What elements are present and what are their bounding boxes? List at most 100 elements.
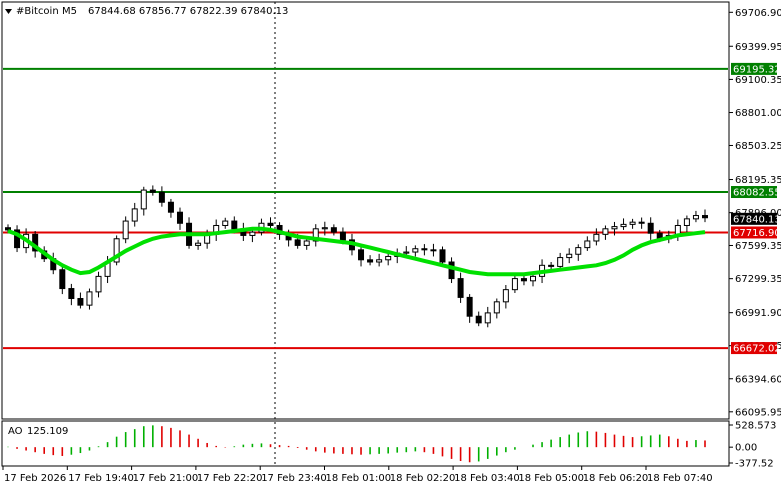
candle-body — [321, 227, 328, 230]
candle-body — [702, 215, 708, 219]
candle-body — [620, 223, 627, 228]
candle-body — [448, 261, 455, 280]
ohlc-readout: 67844.68 67856.77 67822.39 67840.13 — [88, 6, 288, 17]
candle-body — [557, 257, 564, 267]
candle-body — [502, 289, 509, 303]
y-tick-label: 66394.60 — [735, 374, 781, 385]
level-tag-label: 67716.90 — [733, 228, 781, 239]
candle-body — [647, 222, 654, 234]
x-tick-label: 17 Feb 19:40 — [68, 473, 134, 484]
level-tag-label: 66672.02 — [733, 344, 781, 355]
candle-body — [113, 238, 120, 263]
candle-body — [59, 269, 66, 290]
level-tag — [731, 342, 777, 355]
symbol-label: #Bitcoin — [16, 6, 59, 17]
current-price-label: 67840.13 — [733, 214, 781, 225]
moving-average-line — [7, 226, 706, 277]
candle-body — [140, 189, 147, 210]
candle-body — [548, 264, 555, 267]
y-tick-label: 68801.00 — [735, 108, 781, 119]
candle-body — [312, 228, 319, 242]
candle-body — [692, 215, 699, 220]
candle-body — [593, 233, 600, 242]
candle-body — [222, 220, 229, 226]
level-tag — [731, 186, 777, 199]
y-tick-label: 67599.35 — [735, 241, 781, 252]
x-tick-label: 18 Feb 07:40 — [647, 473, 713, 484]
candle-body — [167, 201, 174, 213]
candle-body — [439, 249, 446, 263]
level-tag — [731, 62, 777, 75]
x-tick-label: 18 Feb 01:00 — [326, 473, 392, 484]
candle-body — [475, 315, 482, 324]
ao-y-tick-label: -377.52 — [735, 459, 774, 470]
indicator-plot-frame — [1, 420, 730, 467]
candle-body — [584, 240, 591, 249]
y-tick-label: 66991.90 — [735, 308, 781, 319]
candle-body — [385, 255, 392, 261]
x-tick-label: 18 Feb 02:20 — [390, 473, 456, 484]
x-tick-label: 18 Feb 06:20 — [583, 473, 649, 484]
ao-indicator-value: 125.109 — [27, 426, 68, 437]
level-tag-label: 68082.55 — [733, 188, 781, 199]
candle-body — [195, 242, 202, 246]
candle-body — [149, 189, 156, 193]
candle-body — [466, 296, 473, 317]
candle-body — [176, 211, 183, 224]
timeframe-label: M5 — [62, 6, 77, 17]
candle-body — [457, 278, 464, 298]
candle-body — [566, 253, 573, 259]
ao-indicator-label: AO — [8, 426, 23, 437]
candle-body — [131, 208, 138, 222]
y-tick-label: 68195.35 — [735, 175, 781, 186]
candle-body — [412, 248, 419, 253]
current-price-tag — [731, 212, 777, 225]
x-tick-label: 18 Feb 03:40 — [454, 473, 520, 484]
candle-body — [303, 240, 310, 246]
candle-body — [231, 220, 238, 230]
ao-y-tick-label: 528.573 — [735, 421, 776, 432]
candle-body — [530, 275, 537, 282]
candle-body — [330, 227, 337, 233]
candle-body — [403, 251, 410, 254]
candle-body — [629, 221, 636, 225]
candle-body — [493, 301, 500, 314]
candle-body — [421, 248, 428, 251]
level-tag-label: 69195.32 — [733, 64, 781, 75]
candle-body — [86, 291, 93, 306]
x-tick-label: 17 Feb 2026 — [4, 473, 66, 484]
y-tick-label: 68503.25 — [735, 141, 781, 152]
candle-body — [339, 231, 346, 241]
y-tick-label: 67299.35 — [735, 274, 781, 285]
triangle-down-icon[interactable] — [5, 9, 12, 14]
candle-body — [158, 191, 165, 203]
candle-body — [430, 249, 437, 252]
candle-body — [484, 312, 491, 324]
candle-body — [683, 218, 690, 226]
candle-body — [77, 298, 84, 306]
ao-y-tick-label: 0.00 — [735, 443, 757, 454]
candle-body — [95, 275, 102, 293]
x-tick-label: 17 Feb 21:00 — [133, 473, 199, 484]
candle-body — [358, 249, 365, 261]
candle-body — [122, 220, 129, 240]
main-plot-frame — [1, 1, 730, 420]
y-tick-label: 69100.35 — [735, 75, 781, 86]
candle-body — [575, 247, 582, 255]
x-tick-label: 17 Feb 22:20 — [197, 473, 263, 484]
candle-body — [14, 229, 21, 249]
candle-body — [367, 259, 374, 263]
candle-body — [602, 228, 609, 235]
candle-body — [294, 239, 301, 246]
candle-body — [638, 221, 645, 224]
candle-body — [68, 288, 75, 300]
x-tick-label: 18 Feb 05:00 — [518, 473, 584, 484]
candle-body — [249, 231, 256, 236]
y-tick-label: 69706.90 — [735, 8, 781, 19]
candle-body — [267, 222, 274, 226]
x-tick-label: 17 Feb 23:40 — [261, 473, 327, 484]
y-tick-label: 66095.95 — [735, 407, 781, 418]
y-tick-label: 69399.95 — [735, 42, 781, 53]
level-tag — [731, 226, 777, 239]
